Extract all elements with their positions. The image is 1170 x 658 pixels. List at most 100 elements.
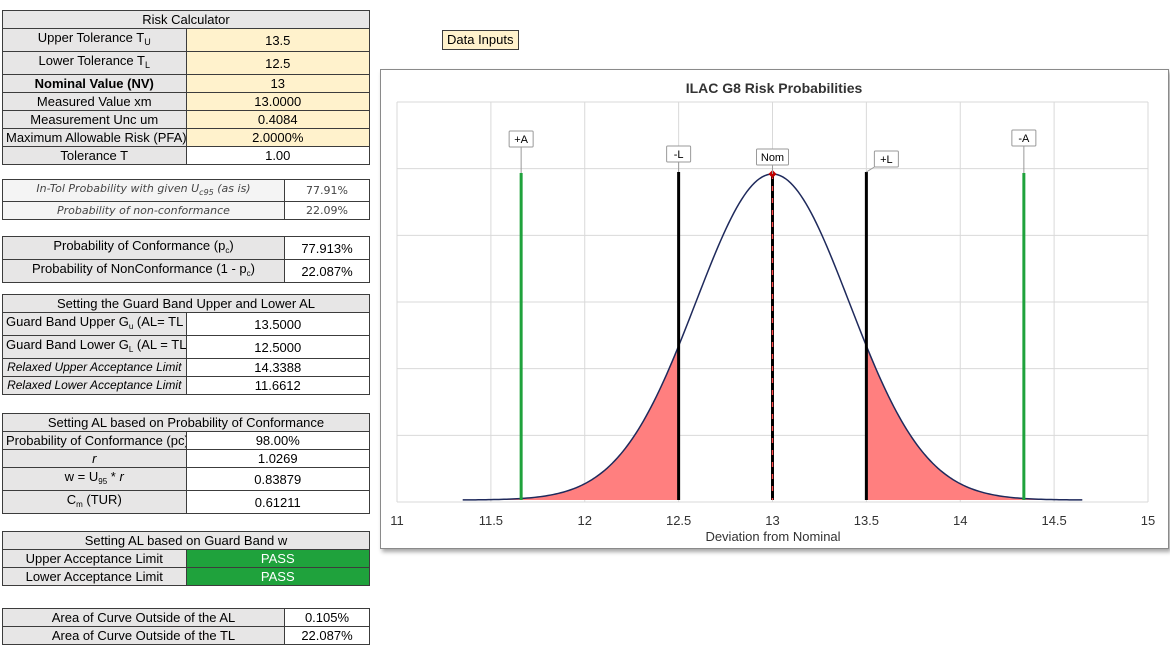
data-inputs-legend: Data Inputs bbox=[442, 30, 519, 50]
nominal-value-input[interactable]: 13 bbox=[185, 74, 370, 93]
table-row: Tolerance T 1.00 bbox=[2, 146, 370, 165]
cm-label: Cm (TUR) bbox=[2, 490, 187, 514]
area-table: Area of Curve Outside of the AL 0.105% A… bbox=[2, 608, 370, 645]
lower-tolerance-label: Lower Tolerance TL bbox=[2, 51, 187, 75]
measurement-unc-label: Measurement Unc um bbox=[2, 110, 187, 129]
relaxed-lower-value: 11.6612 bbox=[185, 376, 370, 395]
relaxed-upper-value: 14.3388 bbox=[185, 358, 370, 377]
table-row: Area of Curve Outside of the AL 0.105% bbox=[2, 608, 370, 627]
nominal-value-label: Nominal Value (NV) bbox=[2, 74, 187, 93]
table-row: Upper Acceptance Limit PASS bbox=[2, 549, 370, 568]
table-row: Maximum Allowable Risk (PFA) 2.0000% bbox=[2, 128, 370, 147]
marker-label: +L bbox=[880, 154, 893, 166]
tolerance-label: Tolerance T bbox=[2, 146, 187, 165]
relaxed-lower-label: Relaxed Lower Acceptance Limit bbox=[2, 376, 187, 395]
pc-label: Probability of Conformance (pc) bbox=[2, 431, 187, 450]
w-label: w = U95 * r bbox=[2, 467, 187, 491]
al-conformance-header: Setting AL based on Probability of Confo… bbox=[2, 413, 370, 432]
nonconformance-value: 22.087% bbox=[284, 259, 370, 283]
lower-acceptance-status: PASS bbox=[185, 567, 370, 586]
risk-calculator-table: Risk Calculator Upper Tolerance TU 13.5 … bbox=[2, 10, 370, 165]
max-risk-input[interactable]: 2.0000% bbox=[185, 128, 370, 147]
chart-svg: ILAC G8 Risk Probabilities +A -L Nom +L -A 1… bbox=[390, 80, 1155, 544]
x-tick-label: 13 bbox=[765, 513, 779, 528]
table-row: w = U95 * r 0.83879 bbox=[2, 467, 370, 491]
pc-value: 98.00% bbox=[185, 431, 370, 450]
nonconformance-label: Probability of NonConformance (1 - pc) bbox=[2, 259, 285, 283]
table-row: Nominal Value (NV) 13 bbox=[2, 74, 370, 93]
shaded-region bbox=[866, 345, 1083, 500]
callout-leader bbox=[866, 166, 875, 173]
al-conformance-table: Setting AL based on Probability of Confo… bbox=[2, 413, 370, 514]
chart-title: ILAC G8 Risk Probabilities bbox=[686, 80, 863, 96]
table-row: r 1.0269 bbox=[2, 449, 370, 468]
area-outside-al-value: 0.105% bbox=[284, 608, 370, 627]
tolerance-value: 1.00 bbox=[185, 146, 370, 165]
lower-acceptance-label: Lower Acceptance Limit bbox=[2, 567, 187, 586]
table-row: Guard Band Upper Gu (AL= TL - w) 13.5000 bbox=[2, 312, 370, 336]
table-row: Area of Curve Outside of the TL 22.087% bbox=[2, 626, 370, 645]
x-tick-label: 12.5 bbox=[666, 513, 691, 528]
al-guard-table: Setting AL based on Guard Band w Upper A… bbox=[2, 531, 370, 586]
table-row: Cm (TUR) 0.61211 bbox=[2, 490, 370, 514]
cm-value: 0.61211 bbox=[185, 490, 370, 514]
shaded-regions bbox=[462, 345, 1083, 500]
upper-tolerance-label: Upper Tolerance TU bbox=[2, 28, 187, 52]
marker-label: -A bbox=[1018, 133, 1030, 145]
x-axis-ticks: 11 11.5 12 12.5 13 13.5 14 14.5 15 bbox=[390, 513, 1155, 528]
upper-acceptance-status: PASS bbox=[185, 549, 370, 568]
in-tol-table: In-Tol Probability with given Uc95 (as i… bbox=[2, 179, 370, 220]
x-tick-label: 15 bbox=[1141, 513, 1155, 528]
risk-chart[interactable]: ILAC G8 Risk Probabilities +A -L Nom +L -A 1… bbox=[380, 69, 1169, 549]
measured-value-label: Measured Value xm bbox=[2, 92, 187, 111]
table-row: Probability of Conformance (pc) 77.913% bbox=[2, 236, 370, 260]
guard-band-header: Setting the Guard Band Upper and Lower A… bbox=[2, 294, 370, 313]
lower-tolerance-input[interactable]: 12.5 bbox=[185, 51, 370, 75]
guard-band-lower-label: Guard Band Lower GL (AL = TL + w) bbox=[2, 335, 187, 359]
x-tick-label: 13.5 bbox=[854, 513, 879, 528]
area-outside-tl-value: 22.087% bbox=[284, 626, 370, 645]
conformance-table: Probability of Conformance (pc) 77.913% … bbox=[2, 236, 370, 283]
guard-band-upper-value: 13.5000 bbox=[185, 312, 370, 336]
conformance-value: 77.913% bbox=[284, 236, 370, 260]
marker-label: +A bbox=[514, 134, 528, 146]
relaxed-upper-label: Relaxed Upper Acceptance Limit bbox=[2, 358, 187, 377]
table-row: Guard Band Lower GL (AL = TL + w) 12.500… bbox=[2, 335, 370, 359]
non-conformance-value: 22.09% bbox=[284, 201, 370, 220]
measured-value-input[interactable]: 13.0000 bbox=[185, 92, 370, 111]
guard-band-upper-label: Guard Band Upper Gu (AL= TL - w) bbox=[2, 312, 187, 336]
in-tol-probability-value: 77.91% bbox=[284, 179, 370, 202]
upper-tolerance-input[interactable]: 13.5 bbox=[185, 28, 370, 52]
table-row: Lower Acceptance Limit PASS bbox=[2, 567, 370, 586]
x-tick-label: 14 bbox=[953, 513, 967, 528]
marker-label: Nom bbox=[761, 152, 784, 164]
guard-band-table: Setting the Guard Band Upper and Lower A… bbox=[2, 294, 370, 395]
calculator-title: Risk Calculator bbox=[2, 10, 370, 29]
x-axis-label: Deviation from Nominal bbox=[705, 529, 840, 544]
x-tick-label: 12 bbox=[578, 513, 592, 528]
limit-markers: +A -L Nom +L -A bbox=[508, 129, 1037, 500]
table-row: Probability of Conformance (pc) 98.00% bbox=[2, 431, 370, 450]
guard-band-lower-value: 12.5000 bbox=[185, 335, 370, 359]
r-value: 1.0269 bbox=[185, 449, 370, 468]
marker-label: -L bbox=[674, 149, 684, 161]
al-guard-header: Setting AL based on Guard Band w bbox=[2, 531, 370, 550]
in-tol-probability-label: In-Tol Probability with given Uc95 (as i… bbox=[2, 179, 285, 202]
non-conformance-label: Probability of non-conformance bbox=[2, 201, 285, 220]
table-row: Probability of non-conformance 22.09% bbox=[2, 201, 370, 220]
table-row: Lower Tolerance TL 12.5 bbox=[2, 51, 370, 75]
table-row: Relaxed Upper Acceptance Limit 14.3388 bbox=[2, 358, 370, 377]
max-risk-label: Maximum Allowable Risk (PFA) bbox=[2, 128, 187, 147]
table-row: Probability of NonConformance (1 - pc) 2… bbox=[2, 259, 370, 283]
conformance-label: Probability of Conformance (pc) bbox=[2, 236, 285, 260]
area-outside-al-label: Area of Curve Outside of the AL bbox=[2, 608, 285, 627]
table-row: In-Tol Probability with given Uc95 (as i… bbox=[2, 179, 370, 202]
table-row: Measurement Unc um 0.4084 bbox=[2, 110, 370, 129]
w-value: 0.83879 bbox=[185, 467, 370, 491]
table-row: Relaxed Lower Acceptance Limit 11.6612 bbox=[2, 376, 370, 395]
shaded-region bbox=[462, 345, 679, 500]
x-tick-label: 11 bbox=[390, 513, 404, 528]
measurement-unc-input[interactable]: 0.4084 bbox=[185, 110, 370, 129]
marker-callout bbox=[873, 150, 899, 168]
table-row: Measured Value xm 13.0000 bbox=[2, 92, 370, 111]
